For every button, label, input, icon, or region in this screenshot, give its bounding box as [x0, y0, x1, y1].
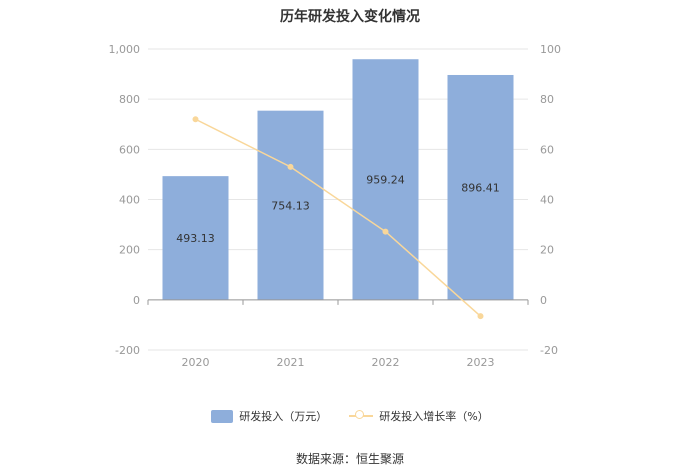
- right-tick-label: 100: [540, 43, 561, 56]
- right-axis-ticks: -20 0 20 40 60 80 100: [540, 43, 561, 357]
- right-tick-label: -20: [540, 344, 558, 357]
- bar: [257, 110, 324, 300]
- legend-line-swatch: [349, 409, 374, 423]
- growth-rate-point: [477, 313, 484, 320]
- bar-value-label: 754.13: [271, 199, 310, 212]
- right-tick-label: 40: [540, 194, 554, 207]
- x-tick-label: 2020: [182, 356, 210, 369]
- left-tick-label: 600: [119, 143, 140, 156]
- left-tick-label: 1,000: [109, 43, 141, 56]
- growth-rate-point: [192, 116, 199, 123]
- bar-value-labels: 493.13 754.13 959.24 896.41: [176, 174, 500, 245]
- bar-value-label: 493.13: [176, 232, 215, 245]
- legend-line-label: 研发投入增长率（%）: [379, 410, 489, 423]
- chart-title: 历年研发投入变化情况: [280, 9, 420, 25]
- bar-value-label: 959.24: [366, 174, 405, 187]
- left-tick-label: 800: [119, 93, 140, 106]
- legend-item-line[interactable]: 研发投入增长率（%）: [349, 408, 489, 424]
- growth-rate-point: [382, 228, 389, 235]
- right-tick-label: 80: [540, 93, 554, 106]
- x-tick-label: 2023: [467, 356, 495, 369]
- bar: [447, 74, 514, 300]
- right-tick-label: 0: [540, 294, 547, 307]
- legend: 研发投入（万元） 研发投入增长率（%）: [0, 408, 700, 424]
- data-source-note: 数据来源：恒生聚源: [295, 452, 404, 466]
- growth-rate-point: [287, 163, 294, 170]
- legend-bar-swatch: [211, 409, 234, 423]
- left-tick-label: -200: [115, 344, 140, 357]
- bar: [352, 59, 419, 300]
- left-axis-ticks: -200 0 200 400 600 800 1,000: [109, 43, 141, 357]
- x-tick-label: 2021: [277, 356, 305, 369]
- bar: [162, 176, 229, 300]
- growth-rate-line: [195, 118, 481, 317]
- left-tick-label: 0: [133, 294, 140, 307]
- left-tick-label: 400: [119, 194, 140, 207]
- line-series: [192, 116, 484, 320]
- bar-value-label: 896.41: [461, 181, 500, 194]
- legend-item-bar[interactable]: 研发投入（万元）: [211, 408, 327, 424]
- bar-series: [162, 59, 514, 300]
- right-tick-label: 20: [540, 244, 554, 257]
- x-axis: 2020 2021 2022 2023: [147, 299, 529, 369]
- x-tick-label: 2022: [372, 356, 400, 369]
- right-tick-label: 60: [540, 143, 554, 156]
- legend-bar-label: 研发投入（万元）: [239, 410, 328, 423]
- left-tick-label: 200: [119, 244, 140, 257]
